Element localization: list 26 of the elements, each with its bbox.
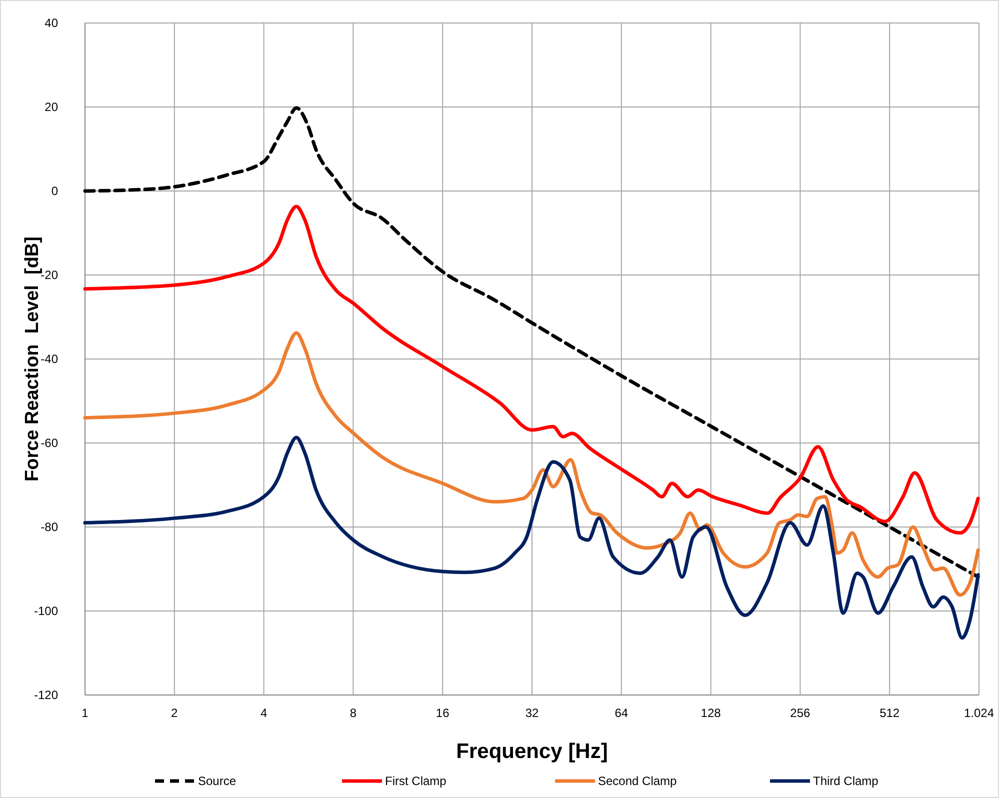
y-tick-label: -20: [40, 268, 58, 282]
x-tick-label: 256: [790, 706, 811, 720]
x-tick-label: 2: [171, 706, 178, 720]
x-tick-label: 16: [436, 706, 450, 720]
y-tick-label: -40: [40, 352, 58, 366]
x-tick-label: 1.024: [964, 706, 994, 720]
y-tick-label: 0: [51, 184, 58, 198]
legend-label: Source: [198, 774, 236, 788]
x-tick-label: 128: [700, 706, 722, 720]
y-tick-label: -80: [40, 520, 58, 534]
x-tick-label: 1: [82, 706, 89, 720]
y-tick-label: -120: [34, 688, 58, 702]
y-tick-label: 40: [44, 16, 58, 30]
legend-label: Third Clamp: [813, 774, 879, 788]
x-tick-label: 64: [614, 706, 628, 720]
x-tick-label: 8: [350, 706, 357, 720]
x-tick-label: 4: [260, 706, 268, 720]
y-axis-title: Force Reaction Level [dB]: [22, 236, 43, 482]
y-tick-label: -60: [40, 436, 58, 450]
x-axis-title: Frequency [Hz]: [456, 740, 608, 763]
legend-label: Second Clamp: [598, 774, 678, 788]
x-tick-label: 512: [880, 706, 900, 720]
y-tick-label: 20: [44, 100, 58, 114]
y-tick-label: -100: [34, 604, 58, 618]
x-tick-label: 32: [525, 706, 539, 720]
legend-label: First Clamp: [385, 774, 447, 788]
